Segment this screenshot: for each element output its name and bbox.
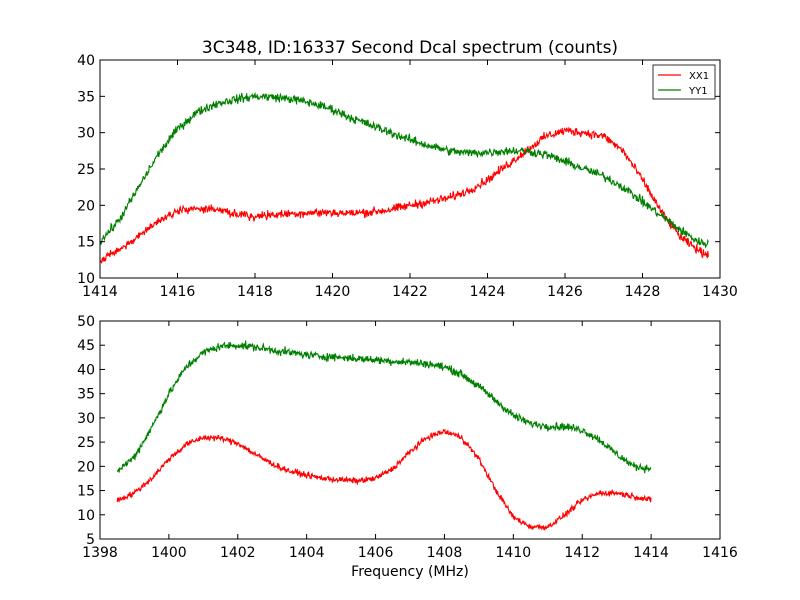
- y-tick-label: 35: [77, 89, 95, 105]
- x-tick-label: 1410: [496, 545, 532, 561]
- y-tick-label: 20: [77, 459, 95, 475]
- top-spectrum-axes: 1414 1416 1418 1420 1422 1424 1426 1428 1430 10 15…: [77, 53, 738, 300]
- x-tick-label: 1402: [220, 545, 256, 561]
- y-tick-label: 50: [77, 314, 95, 330]
- x-tick-label: 1412: [564, 545, 600, 561]
- legend-box: [652, 64, 716, 100]
- y-tick-label: 40: [77, 362, 95, 378]
- x-tick-label: 1424: [470, 284, 506, 300]
- x-tick-label: 1426: [547, 284, 583, 300]
- x-tick-label: 1420: [315, 284, 351, 300]
- x-tick-label: 1428: [625, 284, 661, 300]
- xx1-series-line-0: [99, 126, 709, 264]
- y-tick-label: 30: [77, 126, 95, 142]
- x-tick-label: 1408: [427, 545, 463, 561]
- legend-label-xx1: XX1: [689, 71, 709, 82]
- x-tick-label: 1406: [358, 545, 394, 561]
- y-tick-label: 10: [77, 508, 95, 524]
- x-tick-label: 1404: [289, 545, 325, 561]
- legend-label-yy1: YY1: [688, 86, 708, 97]
- x-tick-label: 1414: [82, 284, 118, 300]
- y-tick-label: 15: [77, 235, 95, 251]
- plot-frame: [99, 59, 721, 279]
- red-series-line-1: [116, 428, 652, 532]
- y-tick-label: 15: [77, 484, 95, 500]
- y-tick-label: 45: [77, 338, 95, 354]
- y-tick-label: 35: [77, 387, 95, 403]
- x-axis-label: Frequency (MHz): [351, 564, 469, 580]
- y-tick-label: 25: [77, 162, 95, 178]
- x-tick-label: 1414: [633, 545, 669, 561]
- green-series-line-1: [116, 340, 652, 474]
- x-tick-label: 1416: [160, 284, 196, 300]
- y-tick-label: 10: [77, 271, 95, 287]
- y-tick-label: 20: [77, 198, 95, 214]
- x-tick-label: 1418: [237, 284, 273, 300]
- x-tick-label: 1422: [392, 284, 428, 300]
- chart-title: 3C348, ID:16337 Second Dcal spectrum (co…: [202, 38, 618, 58]
- y-tick-label: 25: [77, 435, 95, 451]
- x-tick-label: 1398: [82, 545, 118, 561]
- y-tick-label: 30: [77, 411, 95, 427]
- x-tick-label: 1416: [702, 545, 738, 561]
- x-tick-label: 1400: [151, 545, 187, 561]
- y-tick-label: 5: [86, 532, 95, 548]
- bottom-spectrum-axes: 1398 1400 1402 1404 1406 1408 1410 1412 1414 1416…: [77, 314, 738, 561]
- plot-frame: [99, 320, 721, 540]
- x-tick-label: 1430: [702, 284, 738, 300]
- yy1-series-line-0: [99, 91, 709, 249]
- y-tick-label: 40: [77, 53, 95, 69]
